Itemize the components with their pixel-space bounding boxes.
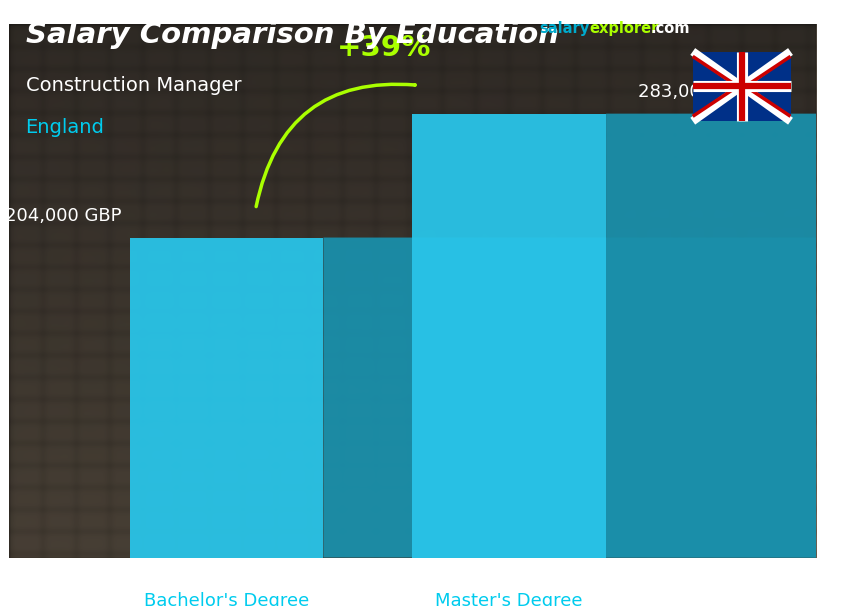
Text: Master's Degree: Master's Degree <box>435 592 583 606</box>
Text: salary: salary <box>540 21 590 36</box>
Text: explorer: explorer <box>589 21 659 36</box>
Text: Bachelor's Degree: Bachelor's Degree <box>144 592 309 606</box>
Polygon shape <box>412 114 606 558</box>
Polygon shape <box>323 231 850 558</box>
Text: +39%: +39% <box>337 34 431 62</box>
Text: England: England <box>26 118 105 137</box>
Polygon shape <box>412 107 850 114</box>
Text: 283,000 GBP: 283,000 GBP <box>638 83 755 101</box>
Text: Construction Manager: Construction Manager <box>26 76 241 95</box>
Polygon shape <box>129 238 323 558</box>
Text: Salary Comparison By Education: Salary Comparison By Education <box>26 21 558 49</box>
Text: .com: .com <box>650 21 689 36</box>
Bar <box>8 24 816 558</box>
Polygon shape <box>129 231 850 238</box>
Text: 204,000 GBP: 204,000 GBP <box>5 207 122 225</box>
Text: Average Yearly Salary: Average Yearly Salary <box>827 273 837 394</box>
Polygon shape <box>606 107 850 558</box>
